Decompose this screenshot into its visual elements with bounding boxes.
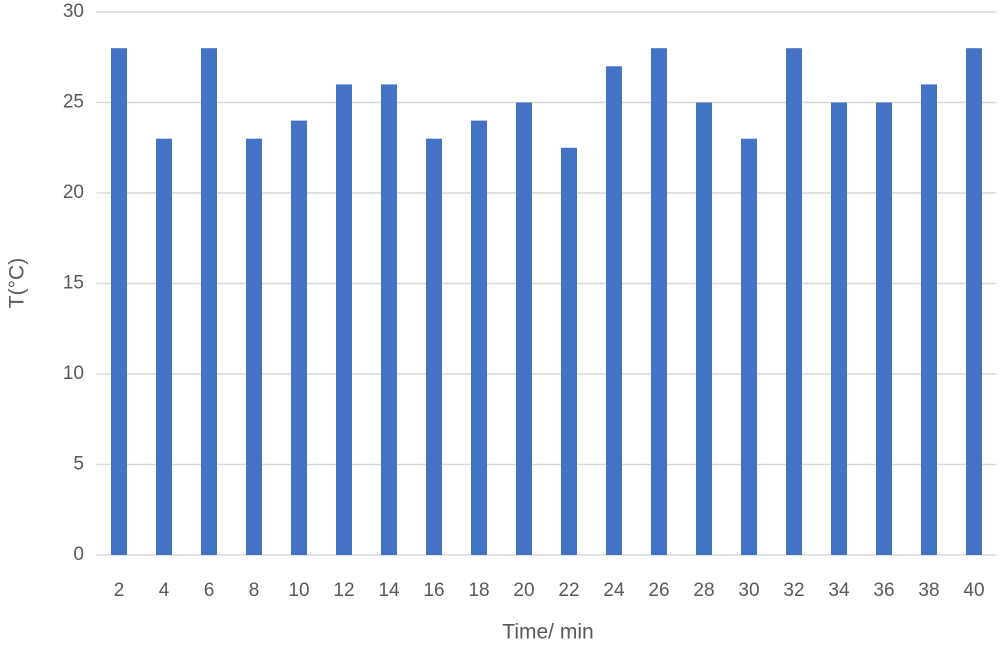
bar (426, 138, 442, 555)
x-tick-label: 10 (288, 580, 309, 601)
y-axis-label: T(°C) (6, 258, 29, 308)
x-tick-label: 22 (558, 580, 579, 601)
x-tick-label: 20 (513, 580, 534, 601)
bar (561, 147, 577, 555)
bar (381, 84, 397, 556)
bar (246, 138, 262, 555)
bar (651, 48, 667, 555)
bar (471, 120, 487, 555)
x-tick-label: 26 (648, 580, 669, 601)
y-tick-label: 5 (73, 454, 84, 475)
x-tick-label: 2 (114, 580, 125, 601)
bar (291, 120, 307, 555)
x-tick-label: 24 (603, 580, 625, 601)
x-tick-label: 4 (159, 580, 170, 601)
x-tick-label: 6 (204, 580, 215, 601)
y-tick-label: 10 (63, 363, 84, 384)
x-tick-label: 40 (963, 580, 984, 601)
bar (876, 102, 892, 555)
bar (696, 102, 712, 555)
x-tick-label: 36 (873, 580, 894, 601)
x-tick-label: 18 (468, 580, 489, 601)
y-tick-label: 30 (63, 1, 84, 22)
bar (156, 138, 172, 555)
x-tick-label: 30 (738, 580, 759, 601)
x-tick-label: 14 (378, 580, 400, 601)
x-tick-label: 8 (249, 580, 260, 601)
bar (201, 48, 217, 555)
y-tick-label: 0 (73, 544, 84, 565)
bar (831, 102, 847, 555)
bar (966, 48, 982, 555)
bar (921, 84, 937, 556)
x-axis-label: Time/ min (502, 621, 593, 644)
x-tick-label: 28 (693, 580, 714, 601)
bar (516, 102, 532, 555)
bar (606, 66, 622, 556)
bar (111, 48, 127, 555)
x-tick-label: 38 (918, 580, 939, 601)
bar (741, 138, 757, 555)
x-tick-label: 32 (783, 580, 804, 601)
x-tick-label: 12 (333, 580, 354, 601)
y-tick-label: 15 (63, 273, 84, 294)
bar (336, 84, 352, 556)
x-tick-label: 16 (423, 580, 444, 601)
y-tick-label: 25 (63, 92, 84, 113)
bar (786, 48, 802, 555)
y-tick-label: 20 (63, 182, 84, 203)
x-tick-label: 34 (828, 580, 850, 601)
